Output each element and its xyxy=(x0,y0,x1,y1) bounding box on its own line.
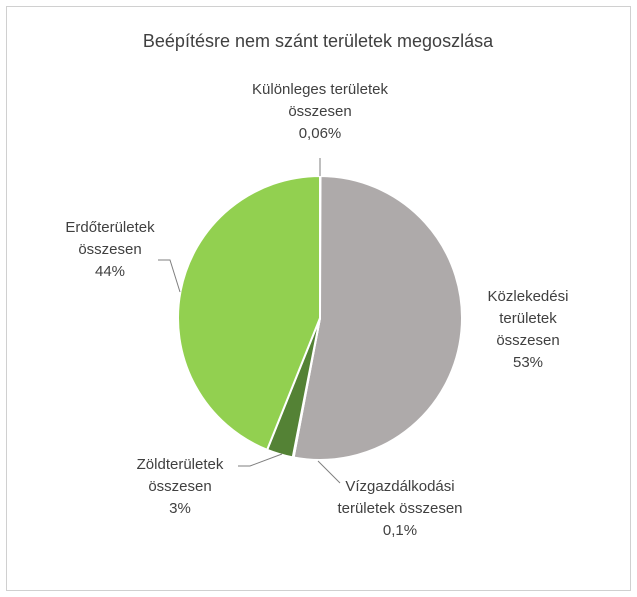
data-label: Közlekedési területek összesen 53% xyxy=(478,286,578,374)
value-label: 0,06% xyxy=(298,125,342,142)
leader-line xyxy=(238,453,283,467)
pie-slice xyxy=(177,174,321,452)
category-label: Közlekedési területek összesen xyxy=(487,288,569,349)
category-label: Zöldterületek összesen xyxy=(136,456,224,495)
data-label: Zöldterületek összesen 3% xyxy=(125,454,235,520)
leader-line xyxy=(317,460,341,484)
category-label: Különleges területek összesen xyxy=(252,81,388,120)
leader-line xyxy=(158,259,181,293)
data-label: Vízgazdálkodási területek összesen 0,1% xyxy=(315,476,485,542)
category-label: Erdőterületek összesen xyxy=(65,219,155,258)
value-label: 3% xyxy=(169,500,191,517)
leader-lines xyxy=(158,158,341,484)
pie-slice xyxy=(292,174,463,461)
chart-title: Beépítésre nem szánt területek megoszlás… xyxy=(143,31,494,51)
category-label: Vízgazdálkodási területek összesen xyxy=(337,478,463,517)
data-label: Különleges területek összesen 0,06% xyxy=(235,79,405,145)
value-label: 53% xyxy=(512,354,544,371)
value-label: 0,1% xyxy=(382,522,418,539)
value-label: 44% xyxy=(94,263,126,280)
pie xyxy=(177,174,463,461)
data-label: Erdőterületek összesen 44% xyxy=(55,217,165,283)
